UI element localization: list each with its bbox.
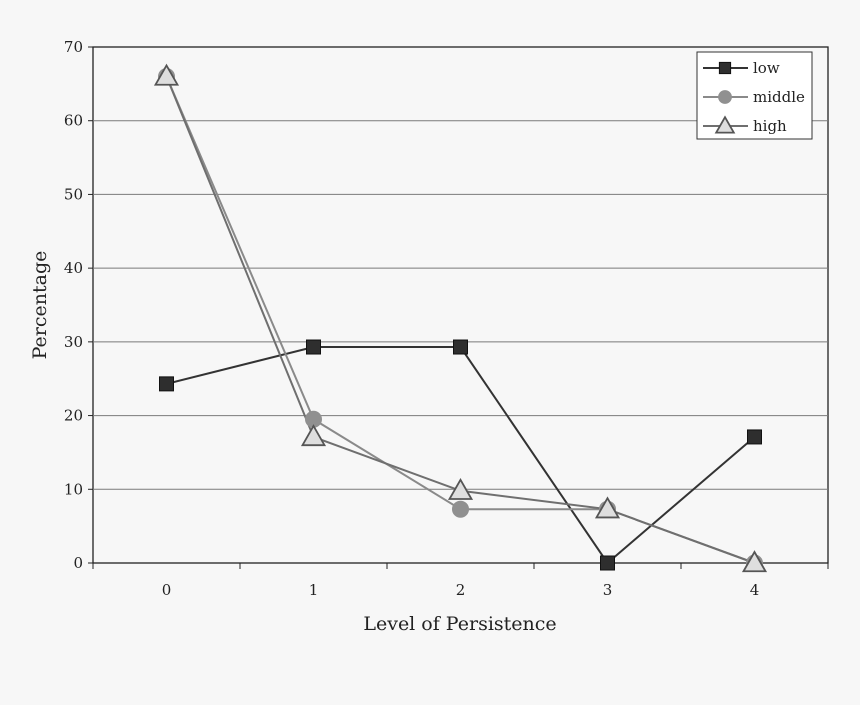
data-point-high (741, 550, 768, 573)
y-tick-label: 70 (64, 38, 83, 56)
y-axis: 0 10 20 30 40 50 60 70 (64, 38, 93, 572)
data-point-middle (452, 500, 469, 518)
y-tick-label: 30 (64, 333, 83, 351)
y-tick-label: 0 (73, 554, 83, 572)
legend-box (696, 51, 813, 140)
x-tick-label: 3 (603, 581, 613, 599)
data-point-low (306, 339, 321, 355)
x-tick-label: 0 (162, 581, 172, 599)
data-point-high (447, 477, 474, 500)
y-tick-label: 60 (64, 112, 83, 130)
x-axis-title: Level of Persistence (363, 613, 556, 635)
legend-label-low: low (753, 59, 780, 77)
legend-marker-low (718, 61, 732, 75)
data-point-low (747, 429, 762, 445)
legend-label-middle: middle (753, 88, 805, 106)
data-point-low (159, 376, 174, 392)
legend-marker-high (714, 115, 736, 134)
y-tick-label: 50 (64, 185, 83, 203)
x-axis: 0 1 2 3 4 (92, 563, 829, 599)
series-layer (153, 63, 768, 573)
x-tick-label: 1 (309, 581, 319, 599)
legend: low middle high (696, 51, 813, 140)
data-point-high (153, 63, 180, 86)
y-tick-label: 10 (64, 480, 83, 498)
data-point-low (453, 339, 468, 355)
legend-marker-middle (718, 90, 732, 104)
x-tick-label: 2 (456, 581, 466, 599)
y-axis-title: Percentage (29, 251, 51, 360)
y-tick-label: 40 (64, 259, 83, 277)
x-tick-label: 4 (750, 581, 760, 599)
data-point-low (600, 555, 615, 571)
legend-label-high: high (753, 117, 787, 135)
y-tick-label: 20 (64, 407, 83, 425)
data-point-high (594, 496, 621, 519)
data-point-high (300, 424, 327, 447)
